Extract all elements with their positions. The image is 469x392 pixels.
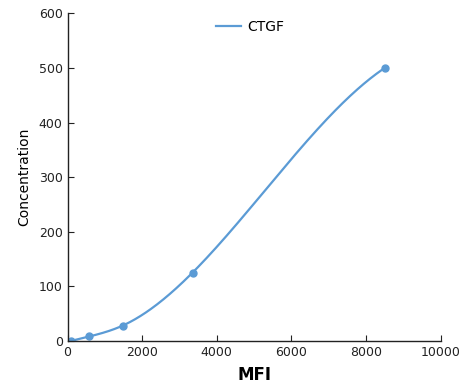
- Y-axis label: Concentration: Concentration: [18, 128, 32, 226]
- CTGF: [333, 108, 338, 113]
- CTGF: [255, 197, 261, 201]
- Legend: CTGF: CTGF: [216, 20, 284, 34]
- CTGF: [260, 191, 266, 195]
- CTGF: [254, 198, 260, 203]
- CTGF: [69, 338, 75, 343]
- CTGF: [353, 89, 358, 93]
- CTGF: [382, 65, 387, 70]
- Line: CTGF: CTGF: [71, 68, 385, 341]
- CTGF: [68, 339, 74, 343]
- X-axis label: MFI: MFI: [237, 366, 271, 384]
